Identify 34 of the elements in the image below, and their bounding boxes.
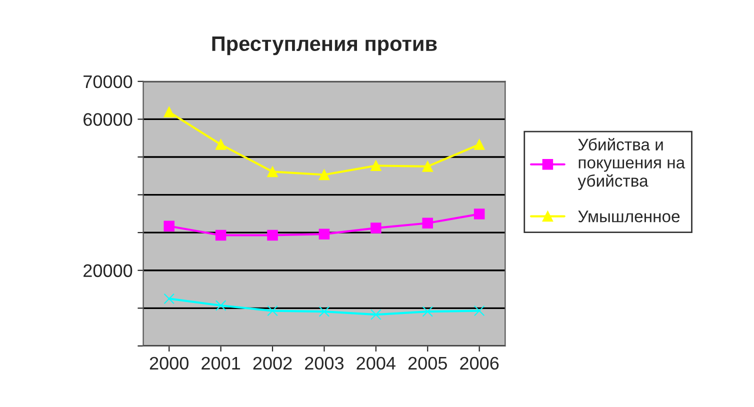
y-tick-label: 20000	[84, 264, 132, 278]
point	[422, 161, 434, 172]
point	[370, 309, 382, 320]
point	[318, 228, 330, 240]
x-tick-label: 2000	[150, 356, 188, 370]
point	[215, 300, 226, 311]
y-tick-label: 70000	[84, 75, 132, 88]
point	[474, 139, 485, 150]
x-tick-label: 2003	[305, 356, 344, 370]
x-tick-label: 2001	[202, 356, 240, 370]
point	[422, 218, 434, 229]
point	[267, 305, 278, 316]
point	[164, 220, 174, 232]
point	[474, 208, 485, 220]
point	[267, 166, 278, 178]
point	[318, 169, 330, 180]
point	[215, 230, 226, 241]
x-tick-label: 2004	[356, 356, 396, 370]
x-tick-label: 2006	[460, 356, 499, 370]
point	[164, 106, 174, 118]
y-tick-label: 60000	[84, 113, 132, 126]
point	[164, 293, 174, 304]
point	[370, 160, 382, 172]
point	[215, 139, 226, 150]
point	[474, 305, 485, 316]
point	[318, 306, 330, 317]
chart-title: Преступления против	[212, 36, 437, 56]
point	[370, 222, 382, 234]
x-tick-label: 2005	[408, 356, 447, 370]
x-tick-label: 2002	[253, 356, 292, 370]
legend-label: Убийства и покушения на убийства	[578, 138, 686, 190]
point	[267, 230, 278, 241]
legend-label: Умышленное	[578, 210, 680, 222]
point	[422, 306, 434, 317]
